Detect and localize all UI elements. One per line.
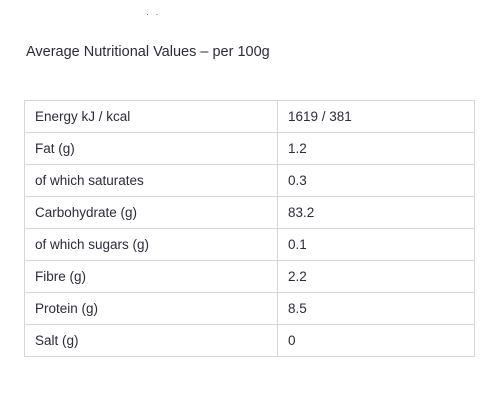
nutrient-label: Energy kJ / kcal <box>24 100 278 133</box>
table-row: Protein (g) 8.5 <box>24 292 475 325</box>
nutrient-label: of which saturates <box>24 164 278 197</box>
nutrition-heading: Average Nutritional Values – per 100g <box>26 44 270 60</box>
nutrient-value: 8.5 <box>277 292 475 325</box>
nutrient-value: 0 <box>277 324 475 357</box>
nutrient-label: Carbohydrate (g) <box>24 196 278 229</box>
table-row: of which saturates 0.3 <box>24 164 475 197</box>
nutrient-label: Fibre (g) <box>24 260 278 293</box>
nutrient-value: 1.2 <box>277 132 475 165</box>
nutrient-value: 2.2 <box>277 260 475 293</box>
nutrient-value: 1619 / 381 <box>277 100 475 133</box>
table-row: Salt (g) 0 <box>24 324 475 357</box>
table-row: Carbohydrate (g) 83.2 <box>24 196 475 229</box>
nutrient-label: of which sugars (g) <box>24 228 278 261</box>
nutrition-table: Energy kJ / kcal 1619 / 381 Fat (g) 1.2 … <box>24 100 475 357</box>
table-row: Fat (g) 1.2 <box>24 132 475 165</box>
nutrient-label: Protein (g) <box>24 292 278 325</box>
nutrient-value: 0.1 <box>277 228 475 261</box>
nutrient-value: 0.3 <box>277 164 475 197</box>
cropped-text-fragment: · · <box>146 9 161 19</box>
table-row: of which sugars (g) 0.1 <box>24 228 475 261</box>
nutrient-label: Salt (g) <box>24 324 278 357</box>
nutrient-label: Fat (g) <box>24 132 278 165</box>
nutrient-value: 83.2 <box>277 196 475 229</box>
table-row: Energy kJ / kcal 1619 / 381 <box>24 100 475 133</box>
table-row: Fibre (g) 2.2 <box>24 260 475 293</box>
